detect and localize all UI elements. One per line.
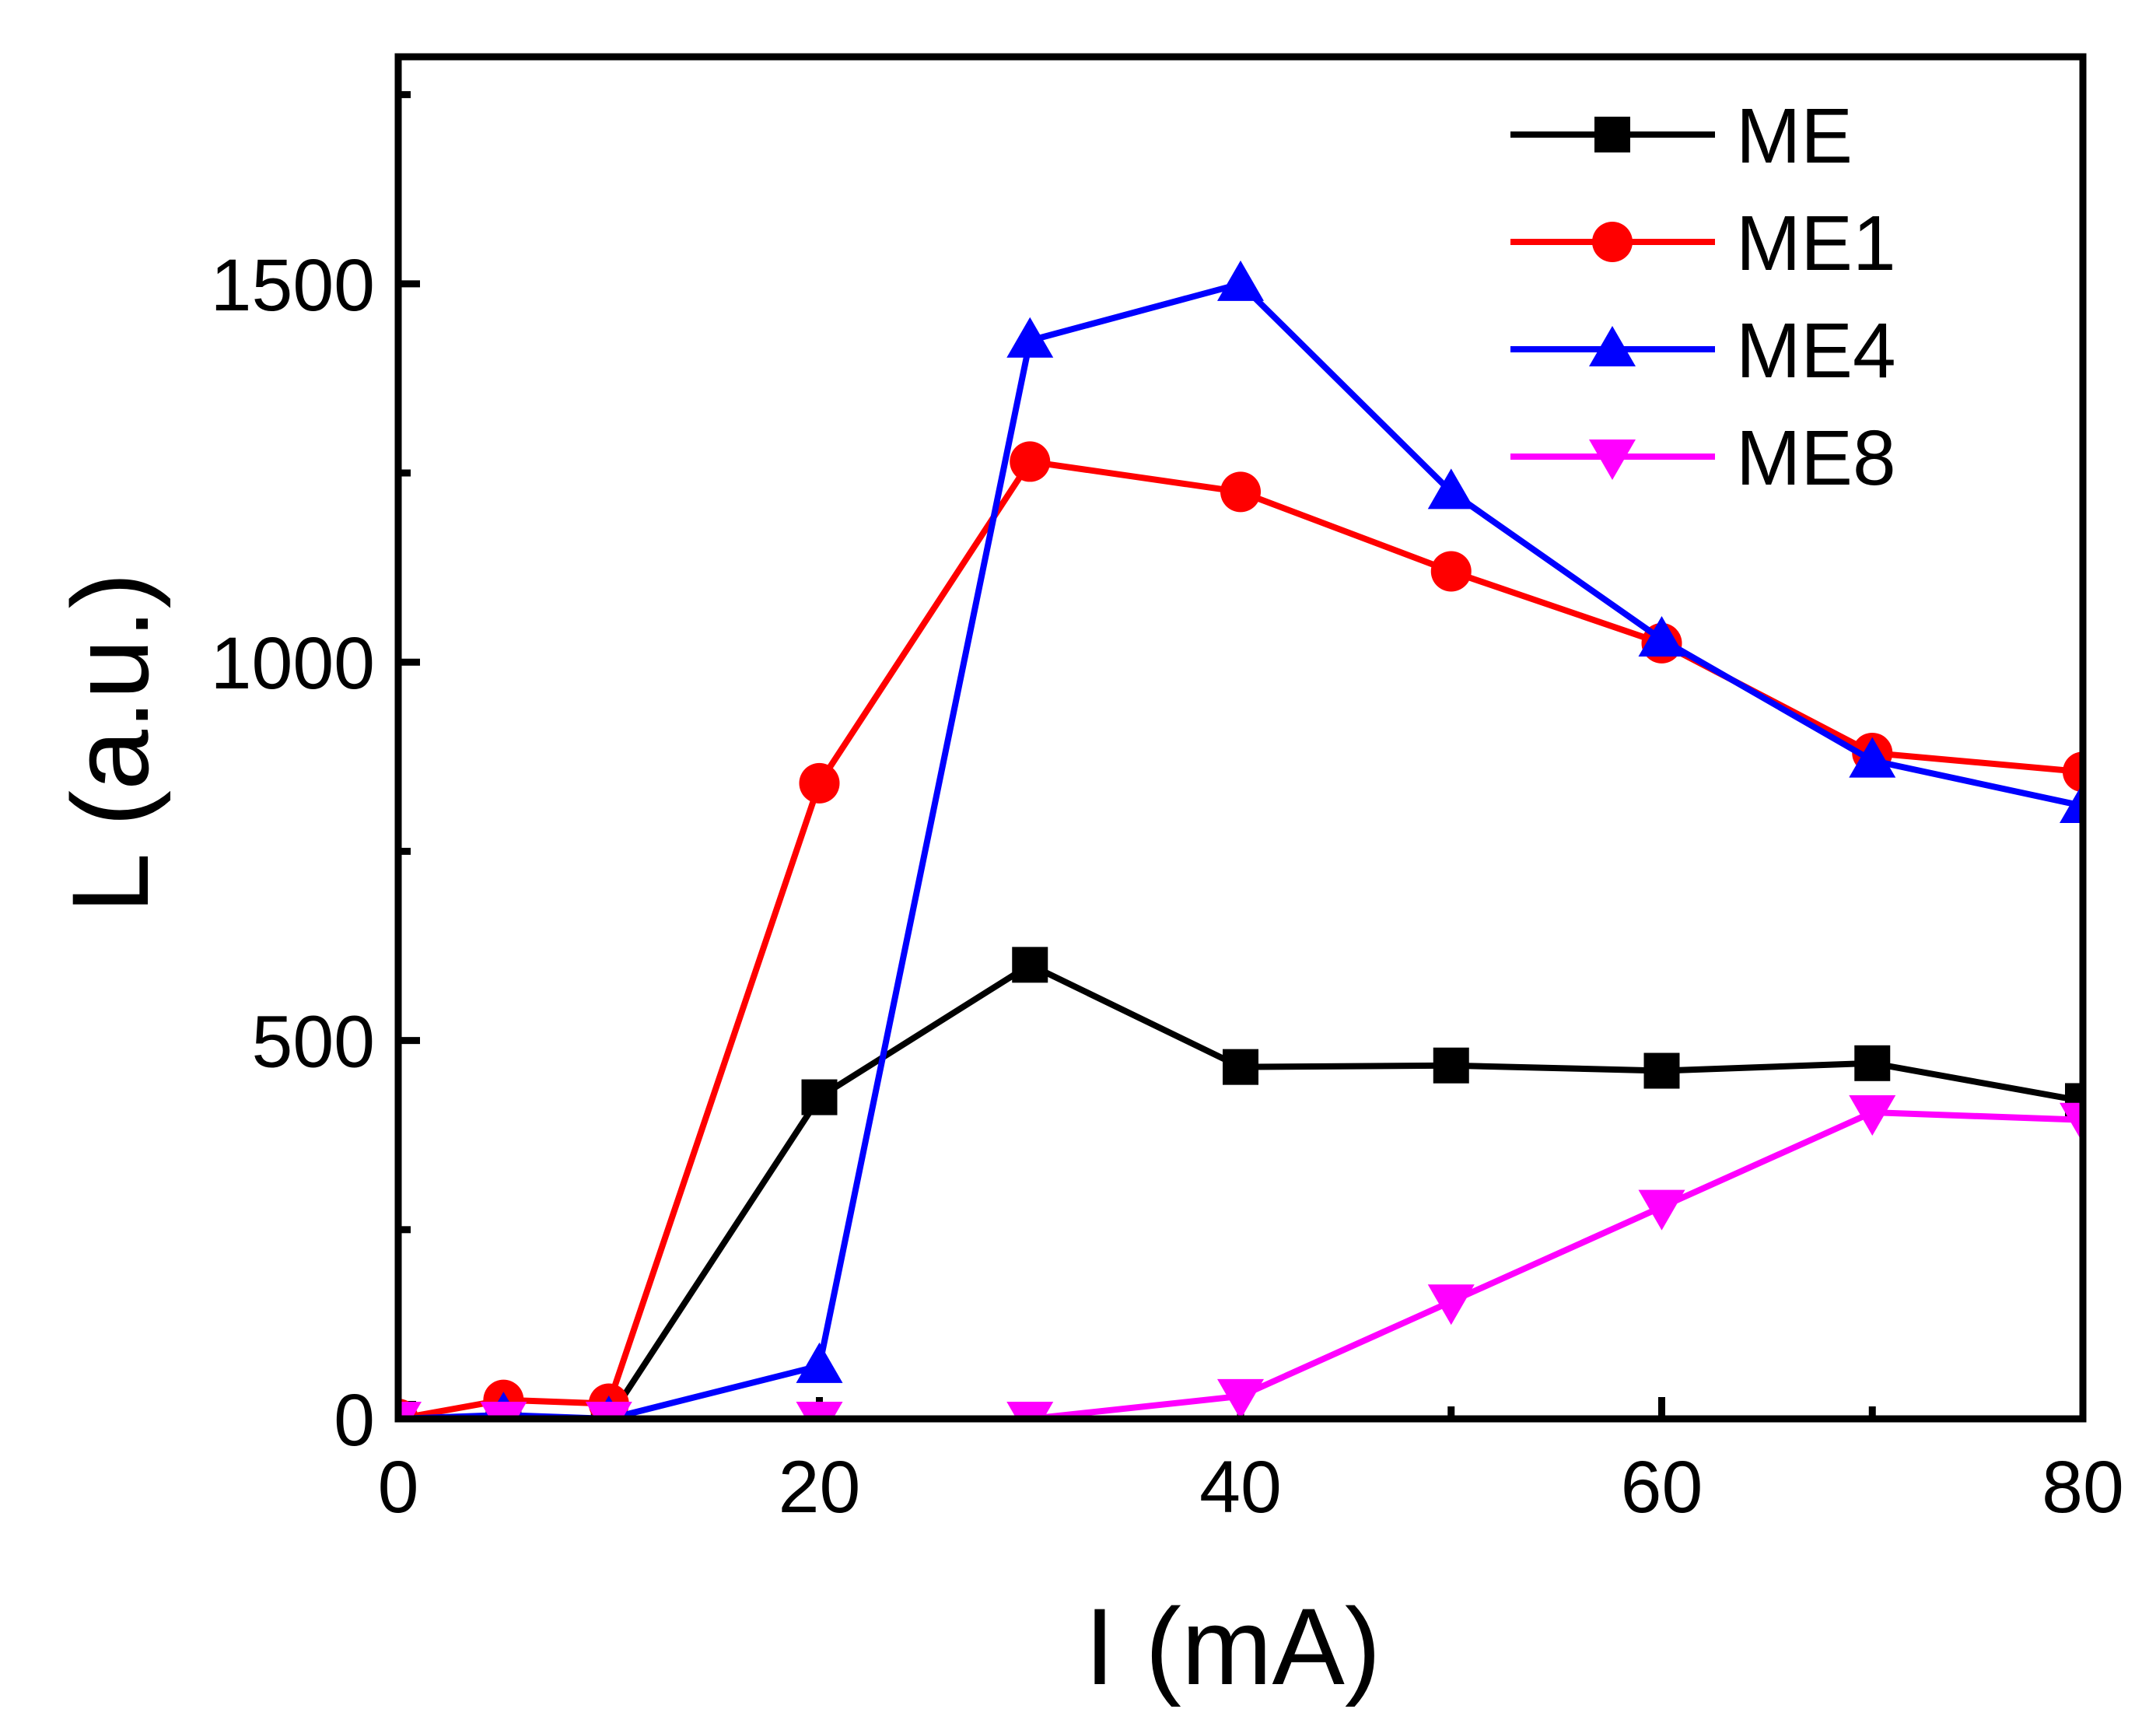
data-point-me8 (2060, 1102, 2081, 1141)
data-point-me1 (2063, 751, 2081, 793)
x-tick-label: 80 (2042, 1446, 2124, 1529)
legend: ME ME1 ME4 ME8 (1510, 93, 1896, 502)
data-point-me (1012, 947, 1048, 983)
series-line-me1 (400, 458, 2081, 1417)
tick-labels: 0 20 40 60 80 0 500 1000 1500 (211, 244, 2124, 1529)
data-point-me4 (1849, 737, 1896, 778)
legend-label: ME (1736, 93, 1853, 180)
plot-frame (394, 53, 2087, 1423)
x-tick-label: 20 (779, 1446, 861, 1529)
legend-label: ME4 (1736, 307, 1896, 394)
data-point-me8 (585, 1402, 632, 1417)
data-point-me8 (1638, 1189, 1685, 1231)
data-point-me1 (1220, 471, 1261, 513)
data-point-me8 (1849, 1095, 1896, 1136)
y-tick-label: 1500 (211, 244, 375, 327)
legend-marker-me4 (1589, 326, 1636, 366)
data-point-me4 (1217, 260, 1264, 301)
data-point-me8 (796, 1402, 843, 1417)
data-point-me (801, 1079, 838, 1115)
series-line-me8 (400, 1109, 2081, 1417)
legend-marker-me1 (1592, 222, 1633, 262)
data-point-me8 (480, 1402, 527, 1417)
legend-marker-me8 (1589, 440, 1636, 480)
legend-marker-me (1594, 117, 1630, 152)
legend-label: ME1 (1736, 200, 1896, 287)
data-point-me1 (799, 762, 840, 804)
data-point-me (1433, 1047, 1469, 1084)
data-point-me4 (2060, 785, 2081, 824)
data-point-me4 (1006, 317, 1054, 358)
data-point-me1 (1010, 441, 1051, 482)
data-point-me8 (1427, 1284, 1475, 1326)
x-tick-label: 40 (1199, 1446, 1282, 1529)
legend-label: ME8 (1736, 415, 1896, 502)
data-point-me4 (1638, 616, 1685, 657)
x-tick-label: 60 (1621, 1446, 1703, 1529)
y-axis-title: L (a.u.) (49, 573, 171, 913)
data-point-me1 (1430, 551, 1472, 592)
data-point-me (1223, 1049, 1258, 1085)
y-tick-label: 0 (334, 1379, 375, 1462)
data-point-me (1643, 1052, 1680, 1089)
data-point-me (1854, 1045, 1891, 1081)
series-line-me (400, 961, 2081, 1417)
data-point-me4 (1427, 468, 1475, 510)
data-point-me8 (1006, 1402, 1054, 1417)
y-tick-label: 1000 (211, 622, 375, 705)
x-axis-title: I (mA) (1084, 1585, 1381, 1707)
y-tick-label: 500 (251, 1001, 375, 1084)
data-point-me4 (796, 1342, 843, 1383)
data-point-me8 (400, 1402, 422, 1417)
x-tick-label: 0 (378, 1446, 419, 1529)
data-point-me8 (1217, 1378, 1264, 1417)
